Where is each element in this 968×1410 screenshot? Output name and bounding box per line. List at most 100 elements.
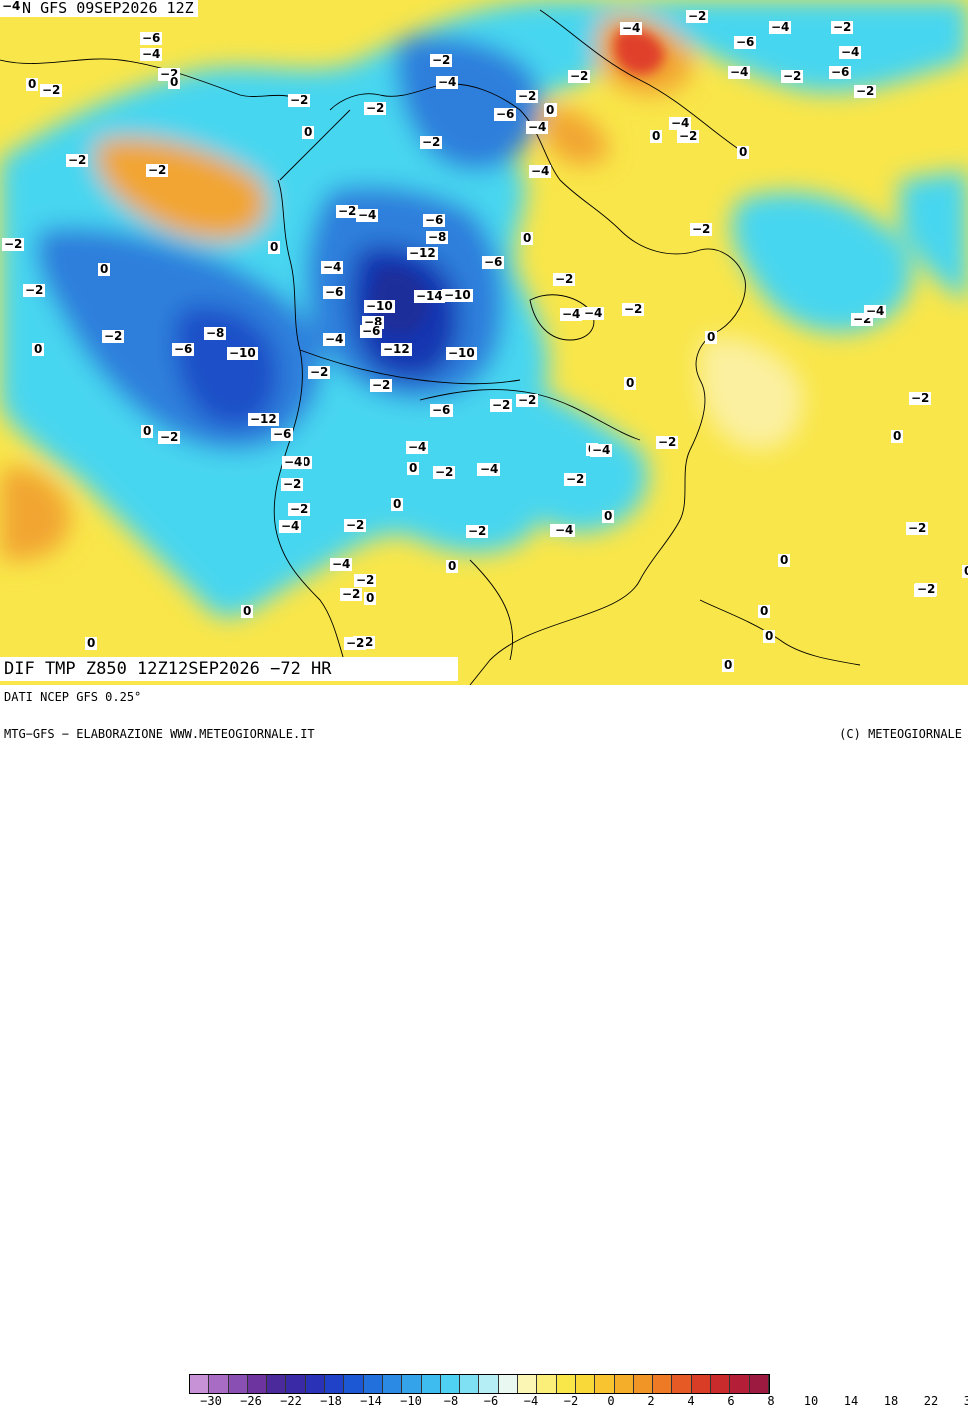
contour-label: −4 (560, 307, 583, 321)
contour-label: 0 (32, 342, 45, 356)
colorbar-tick-label: −22 (280, 1394, 302, 1408)
contour-label: −2 (831, 20, 854, 34)
colorbar-tick-label: −6 (483, 1394, 499, 1408)
colorbar-swatch (402, 1375, 422, 1393)
anomaly-cores (371, 28, 665, 335)
colorbar-swatch (325, 1375, 345, 1393)
contour-label: 0 (98, 262, 111, 276)
contour-label: −4 (769, 20, 792, 34)
contour-label: −8 (204, 326, 227, 340)
contour-label: −12 (248, 412, 279, 426)
colorbar-swatch (575, 1375, 596, 1393)
contour-label: −4 (282, 455, 305, 469)
colorbar-swatch (749, 1375, 769, 1393)
contour-label: 0 (602, 509, 615, 523)
colorbar-tick-label: −2 (563, 1394, 579, 1408)
contour-label: 0 (364, 591, 377, 605)
contour-label: −2 (40, 83, 63, 97)
contour-label: 0 (544, 103, 557, 117)
contour-label: −2 (308, 365, 331, 379)
contour-label: 0 (26, 77, 39, 91)
colorbar-tick-label: −14 (360, 1394, 382, 1408)
colorbar-swatch (228, 1375, 248, 1393)
data-source: DATI NCEP GFS 0.25° (4, 690, 142, 704)
contour-label: 0 (891, 429, 904, 443)
colorbar-swatch (190, 1375, 210, 1393)
contour-label: 0 (624, 376, 637, 390)
colorbar-swatch (286, 1375, 306, 1393)
contour-label: −6 (430, 403, 453, 417)
contour-label: −6 (323, 285, 346, 299)
contour-label: −2 (622, 302, 645, 316)
colorbar-swatch (421, 1375, 441, 1393)
contour-label: −6 (734, 35, 757, 49)
colorbar-swatch (440, 1375, 461, 1393)
colorbar-swatch (460, 1375, 480, 1393)
contour-label: −2 (281, 477, 304, 491)
contour-label: −2 (915, 582, 938, 596)
copyright-text: (C) METEOGIORNALE (839, 727, 962, 741)
contour-label: −4 (839, 45, 862, 59)
contour-label: −2 (690, 222, 713, 236)
contour-label: −2 (677, 129, 700, 143)
contour-label: 0 (268, 240, 281, 254)
contour-label: −2 (336, 204, 359, 218)
contour-label: −4 (140, 47, 163, 61)
contour-label: −4 (728, 65, 751, 79)
contour-label: 0 (778, 553, 791, 567)
contour-label: −6 (482, 255, 505, 269)
contour-label: 0 (763, 629, 776, 643)
contour-label: −2 (23, 283, 46, 297)
contour-label: −6 (494, 107, 517, 121)
contour-label: −2 (288, 502, 311, 516)
colorbar-swatch (363, 1375, 383, 1393)
contour-label: −2 (340, 587, 363, 601)
contour-label: −4 (582, 306, 605, 320)
contour-label: −12 (381, 342, 412, 356)
colorbar-swatch (691, 1375, 712, 1393)
contour-label: −2 (288, 93, 311, 107)
contour-label: −4 (553, 523, 576, 537)
contour-label: −6 (271, 427, 294, 441)
colorbar-swatch (209, 1375, 229, 1393)
contour-label: −4 (330, 557, 353, 571)
colorbar-tick-label: −8 (443, 1394, 459, 1408)
contour-label: −4 (620, 21, 643, 35)
contour-label: −4 (529, 164, 552, 178)
contour-label: −4 (406, 440, 429, 454)
colorbar-tick-label: 8 (767, 1394, 775, 1408)
contour-label: −2 (553, 272, 576, 286)
contour-label: −4 (356, 208, 379, 222)
contour-label: 0 (722, 658, 735, 672)
contour-label: 0 (168, 75, 181, 89)
colorbar-ticks: −30 −26 −22 −18 −14 −10 −8 −6 −4 −2 0 2 4 6 8 10 14 18 22 3… (189, 1394, 968, 1410)
colorbar-swatch (653, 1375, 673, 1393)
run-header: RUN GFS 09SEP2026 12Z (0, 0, 198, 17)
colorbar-tick-label: 2 (647, 1394, 655, 1408)
colorbar-tick-label: 14 (843, 1394, 859, 1408)
contour-label: −6 (172, 342, 195, 356)
contour-label: 0 (758, 604, 771, 618)
colorbar-swatch (267, 1375, 287, 1393)
colorbar-swatch (537, 1375, 557, 1393)
contour-label: 0 (391, 497, 404, 511)
contour-label: −2 (370, 378, 393, 392)
colorbar-tick-label: 6 (727, 1394, 735, 1408)
contour-label: −2 (66, 153, 89, 167)
contour-label: −2 (433, 465, 456, 479)
contour-label: −2 (854, 84, 877, 98)
colorbar-swatch (479, 1375, 499, 1393)
contour-label: 0 (446, 559, 459, 573)
colorbar-swatch (633, 1375, 654, 1393)
contour-label: 0 (650, 129, 663, 143)
contour-label: −10 (364, 299, 395, 313)
contour-label: −6 (360, 324, 383, 338)
contour-label: −2 (656, 435, 679, 449)
contour-label: −2 (516, 393, 539, 407)
contour-label: −4 (669, 116, 692, 130)
contour-label: −2 (466, 524, 489, 538)
colorbar-tick-label: 0 (607, 1394, 615, 1408)
contour-label: −2 (354, 573, 377, 587)
colorbar-tick-label: −4 (523, 1394, 539, 1408)
contour-label: −2 (158, 430, 181, 444)
